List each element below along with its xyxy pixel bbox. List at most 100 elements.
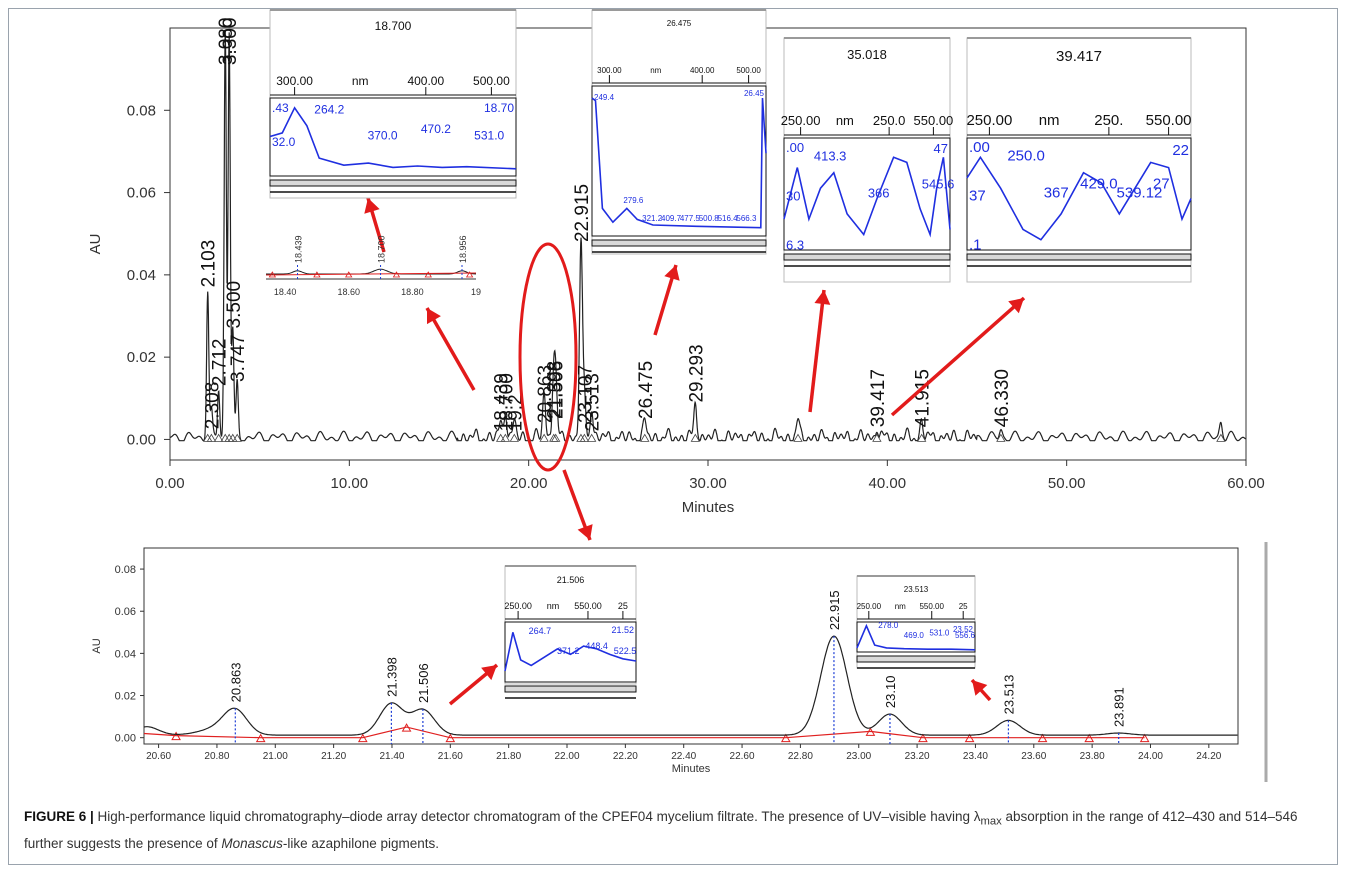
mini-tick-label: 18.40 xyxy=(274,287,297,297)
zoom-y-tick-label: 0.04 xyxy=(115,648,136,660)
main-peak-label: 39.417 xyxy=(868,369,889,427)
inset-peak-label: 27 xyxy=(1153,175,1170,192)
main-x-tick-label: 60.00 xyxy=(1227,475,1265,492)
inset-spectrum-line xyxy=(783,156,951,238)
main-peak-label: 46.330 xyxy=(992,369,1013,427)
zoom-x-tick-label: 22.80 xyxy=(788,751,813,762)
mini-baseline-marker xyxy=(465,271,474,278)
inset-title: 26.475 xyxy=(667,19,692,28)
inset-axis-label: 550.00 xyxy=(1146,112,1192,129)
main-peak-marker xyxy=(232,433,242,442)
zoom-y-tick-label: 0.00 xyxy=(115,733,136,745)
inset-axis-label: 25 xyxy=(959,602,968,611)
inset-peak-label: 556.6 xyxy=(955,631,976,640)
mini-tick-label: 19 xyxy=(471,287,481,297)
main-peak-marker xyxy=(213,433,224,442)
main-peak-label: 21.398 xyxy=(545,361,566,419)
inset-scrollbar xyxy=(504,685,637,693)
main-y-tick-label: 0.08 xyxy=(127,102,156,119)
inset-peak-label: 366 xyxy=(868,185,890,200)
main-peak-marker xyxy=(1216,433,1226,442)
main-peak-label: 3.747 xyxy=(228,334,249,382)
inset-axis-label: 400.00 xyxy=(690,66,715,75)
inset-left-label: 37 xyxy=(969,188,986,205)
arrow-to-inset-35018-head xyxy=(814,290,831,305)
zoom-baseline xyxy=(143,726,1145,739)
inset-axis-label: nm xyxy=(650,66,661,75)
highlight-ellipse xyxy=(518,242,578,472)
zoom-baseline-marker xyxy=(865,727,876,736)
inset-axis-label: 250.00 xyxy=(504,601,532,611)
inset-plot-frame xyxy=(966,137,1192,251)
main-x-tick-label: 30.00 xyxy=(689,475,727,492)
main-peak-marker xyxy=(539,433,549,442)
mini-tick-label: 18.80 xyxy=(401,287,424,297)
inset-axis-label: 500.00 xyxy=(736,66,761,75)
inset-plot-frame xyxy=(504,621,637,683)
inset-axis-label: 250.0 xyxy=(873,113,906,128)
inset-left-label: .43 xyxy=(272,101,289,115)
zoom-x-tick-label: 23.40 xyxy=(963,751,988,762)
main-peak-marker xyxy=(206,433,217,442)
spectrum-inset-i39417 xyxy=(966,37,1192,283)
inset-peak-label: 477.5 xyxy=(680,214,701,223)
inset-spectrum-line xyxy=(856,623,976,651)
main-peak-label: 23.513 xyxy=(583,373,604,431)
mini-baseline-marker xyxy=(392,271,401,278)
arrow-to-inset-26475-head xyxy=(664,265,680,281)
zoom-peak-label: 23.891 xyxy=(1112,687,1127,727)
figure-caption: FIGURE 6 | High-performance liquid chrom… xyxy=(24,806,1324,854)
zoom-y-axis-label: AU xyxy=(91,638,103,653)
inset-peak-label: 370.0 xyxy=(368,128,398,142)
inset-axis-label: 400.00 xyxy=(407,74,444,88)
inset-title: 35.018 xyxy=(847,47,887,62)
main-peak-marker xyxy=(495,433,506,442)
zoom-baseline-marker xyxy=(445,733,456,743)
zoom-baseline-marker xyxy=(171,731,181,741)
inset-spectrum-line xyxy=(591,97,767,229)
zoom-x-tick-label: 23.00 xyxy=(846,751,871,762)
inset-axis-label: 550.00 xyxy=(914,113,954,128)
main-peak-label: 41.915 xyxy=(913,369,934,427)
inset-peak-label: 264.7 xyxy=(529,626,552,636)
inset-peak-label: 516.4 xyxy=(718,214,739,223)
zoom-baseline-marker xyxy=(918,733,928,743)
arrow-to-inset-23513-head xyxy=(972,680,988,696)
zoom-peak-label: 21.506 xyxy=(416,663,431,703)
main-x-tick-label: 20.00 xyxy=(510,475,548,492)
inset-peak-label: 429.0 xyxy=(1080,175,1118,192)
mini-baseline-marker xyxy=(313,271,321,278)
inset-right-label: 21.52 xyxy=(611,625,634,635)
inset-peak-label: 250.0 xyxy=(1007,147,1045,164)
arrow-to-inset-35018 xyxy=(808,289,826,413)
main-peak-marker xyxy=(586,433,597,442)
inset-peak-label: 500.8 xyxy=(699,214,720,223)
zoom-x-tick-label: 23.60 xyxy=(1021,751,1046,762)
main-peak-label: 26.475 xyxy=(636,361,657,419)
inset-peak-label: 522.5 xyxy=(614,646,637,656)
main-peak-marker xyxy=(509,433,520,442)
arrow-to-zoom-panel-head xyxy=(577,524,593,540)
inset-right-label: 47 xyxy=(934,141,948,156)
inset-axis-label: 300.00 xyxy=(276,74,313,88)
main-peak-label: 29.293 xyxy=(686,344,707,402)
mini-peak-label: 18.439 xyxy=(294,235,304,263)
inset-peak-label: 470.2 xyxy=(421,122,451,136)
zoom-peak-label: 23.10 xyxy=(883,676,898,709)
mini-trace-series xyxy=(266,268,477,275)
inset-scrollbar xyxy=(783,253,951,261)
main-peak-marker xyxy=(550,433,561,442)
inset-axis-label: 550.00 xyxy=(574,601,602,611)
mini-baseline-marker xyxy=(424,271,432,278)
main-peak-label: 18.700 xyxy=(496,373,517,431)
figure-frame xyxy=(8,8,1338,865)
spectrum-inset-i18700 xyxy=(269,9,517,199)
zoom-x-tick-label: 22.20 xyxy=(613,751,638,762)
zoom-x-tick-label: 22.40 xyxy=(671,751,696,762)
zoom-y-tick-label: 0.08 xyxy=(115,564,136,576)
inset-left-label: 249.4 xyxy=(594,93,615,102)
spectrum-inset-i21506 xyxy=(504,565,637,685)
inset-axis-label: 550.00 xyxy=(919,602,944,611)
zoom-x-tick-label: 21.80 xyxy=(496,751,521,762)
caption-label: FIGURE 6 | xyxy=(24,809,94,824)
